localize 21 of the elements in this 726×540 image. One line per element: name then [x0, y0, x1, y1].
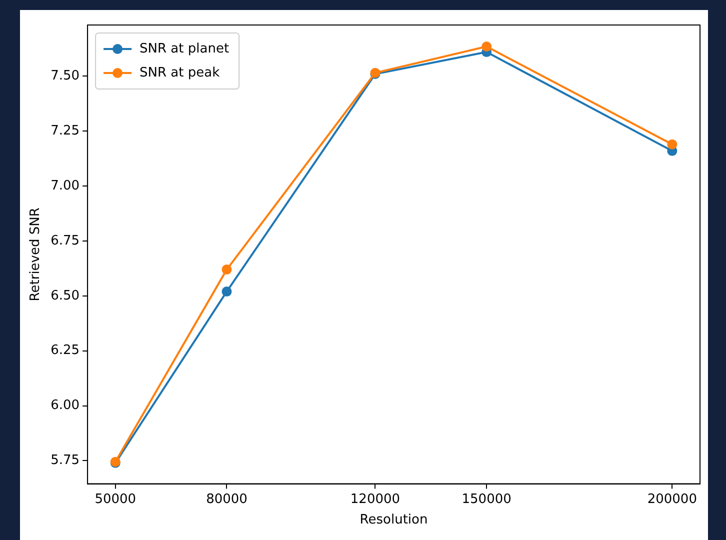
- y-tick-label: 6.25: [50, 343, 80, 358]
- y-tick-label: 6.75: [50, 233, 80, 248]
- y-tick-label: 7.50: [50, 68, 80, 84]
- x-tick-label: 50000: [94, 492, 136, 507]
- y-tick-label: 7.00: [50, 178, 80, 194]
- point: [482, 42, 492, 52]
- point: [667, 139, 678, 150]
- point: [222, 286, 232, 297]
- x-tick-label: 120000: [350, 492, 400, 507]
- x-tick-label: 150000: [462, 492, 512, 507]
- point: [222, 264, 232, 275]
- x-tick-label: 200000: [647, 492, 697, 507]
- y-axis-title: Retrieved SNR: [28, 208, 44, 302]
- legend-label: SNR at peak: [140, 65, 220, 80]
- y-tick-label: 5.75: [50, 453, 80, 468]
- y-tick-label: 7.25: [50, 124, 80, 139]
- x-axis-title: Resolution: [360, 512, 428, 528]
- legend-label: SNR at planet: [140, 41, 230, 56]
- y-tick-label: 6.50: [50, 288, 80, 304]
- y-tick-label: 6.00: [50, 398, 80, 414]
- x-tick-label: 80000: [206, 492, 248, 507]
